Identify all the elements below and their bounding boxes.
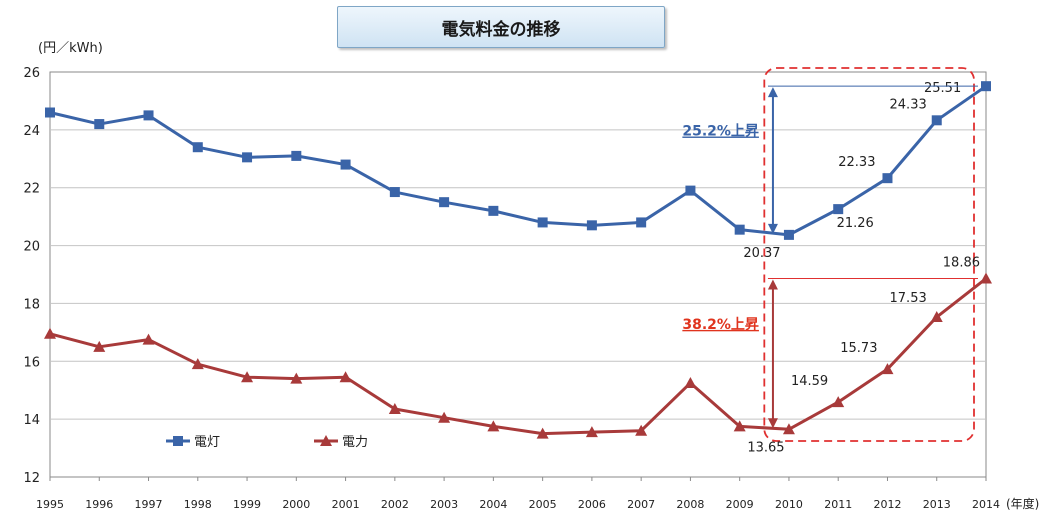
change-annotation-label: 25.2%上昇 (682, 124, 759, 140)
data-point-1 (487, 420, 500, 432)
data-label: 14.59 (791, 374, 828, 389)
data-point-1 (733, 420, 746, 432)
x-tick-label: 1997 (135, 498, 163, 511)
data-point-0 (931, 115, 942, 126)
y-tick-label: 24 (23, 124, 40, 139)
data-point-0 (586, 220, 597, 231)
change-arrow-head-down (767, 418, 778, 429)
x-tick-label: 2009 (726, 498, 754, 511)
x-tick-label: 2013 (923, 498, 951, 511)
data-label: 25.51 (924, 81, 961, 96)
data-point-0 (94, 119, 105, 130)
data-point-1 (881, 363, 894, 375)
data-point-1 (585, 426, 598, 438)
legend-label: 電力 (342, 435, 368, 450)
y-tick-label: 20 (23, 240, 40, 255)
y-axis-unit-label: (円／kWh) (38, 41, 103, 56)
data-point-1 (191, 358, 204, 370)
data-point-1 (142, 333, 155, 345)
x-tick-label: 1996 (85, 498, 113, 511)
data-point-0 (439, 197, 450, 208)
data-point-1 (782, 423, 795, 435)
data-label: 18.86 (943, 256, 980, 271)
change-arrow-head-up (767, 279, 778, 290)
data-point-0 (45, 107, 55, 118)
x-tick-label: 2004 (479, 498, 507, 511)
data-point-1 (832, 396, 845, 408)
x-axis-unit-label: (年度) (1006, 497, 1040, 511)
x-tick-label: 2012 (873, 498, 901, 511)
data-point-0 (882, 173, 893, 184)
data-point-0 (192, 142, 203, 153)
data-point-0 (537, 217, 548, 228)
data-label: 22.33 (838, 155, 875, 170)
x-tick-label: 1995 (36, 498, 64, 511)
data-label: 20.37 (743, 246, 780, 261)
x-tick-label: 2006 (578, 498, 606, 511)
data-point-1 (388, 403, 401, 415)
legend-label: 電灯 (194, 435, 220, 450)
x-tick-label: 2007 (627, 498, 655, 511)
data-label: 24.33 (890, 97, 927, 112)
data-point-1 (980, 272, 992, 284)
x-tick-label: 2003 (430, 498, 458, 511)
x-tick-label: 2005 (529, 498, 557, 511)
series-line-1 (49, 277, 987, 436)
data-point-0 (685, 185, 696, 196)
data-point-1 (684, 376, 697, 388)
change-arrow-head-down (767, 223, 778, 234)
data-point-1 (44, 327, 56, 339)
data-point-0 (783, 229, 794, 240)
change-annotation-label: 38.2%上昇 (682, 317, 759, 333)
data-point-1 (241, 371, 254, 383)
data-label: 21.26 (837, 216, 874, 231)
x-tick-label: 1999 (233, 498, 261, 511)
data-point-1 (438, 411, 451, 423)
legend-marker (173, 436, 183, 446)
y-tick-label: 14 (23, 413, 40, 428)
data-label: 15.73 (840, 341, 877, 356)
data-point-1 (635, 424, 648, 436)
data-point-0 (734, 224, 745, 235)
y-tick-label: 26 (23, 66, 40, 81)
chart-title: 電気料金の推移 (337, 6, 665, 48)
data-point-1 (536, 427, 549, 439)
x-tick-label: 2011 (824, 498, 852, 511)
data-point-0 (488, 205, 499, 216)
data-point-0 (636, 217, 647, 228)
x-tick-label: 2014 (972, 498, 1000, 511)
x-tick-label: 2002 (381, 498, 409, 511)
data-point-0 (340, 159, 351, 170)
x-tick-label: 1998 (184, 498, 212, 511)
data-label: 13.65 (747, 440, 784, 455)
highlight-region (763, 67, 975, 442)
y-tick-label: 16 (23, 355, 40, 370)
data-point-1 (93, 340, 106, 352)
data-label: 17.53 (890, 291, 927, 306)
y-tick-label: 22 (23, 182, 40, 197)
y-tick-label: 18 (23, 297, 40, 312)
x-tick-label: 2010 (775, 498, 803, 511)
data-point-1 (290, 372, 303, 384)
y-tick-label: 12 (23, 471, 40, 486)
data-point-0 (833, 204, 844, 215)
data-point-0 (981, 81, 991, 92)
data-point-0 (389, 187, 400, 198)
legend-marker (320, 435, 332, 446)
data-point-0 (291, 150, 302, 161)
change-arrow-head-up (767, 87, 778, 98)
x-tick-label: 2001 (332, 498, 360, 511)
data-point-1 (339, 371, 352, 383)
x-tick-label: 2008 (676, 498, 704, 511)
data-point-1 (930, 311, 943, 323)
plot-area-frame (49, 71, 987, 478)
data-point-0 (143, 110, 154, 121)
x-tick-label: 2000 (282, 498, 310, 511)
series-line-0 (49, 84, 987, 237)
data-point-0 (242, 152, 253, 163)
